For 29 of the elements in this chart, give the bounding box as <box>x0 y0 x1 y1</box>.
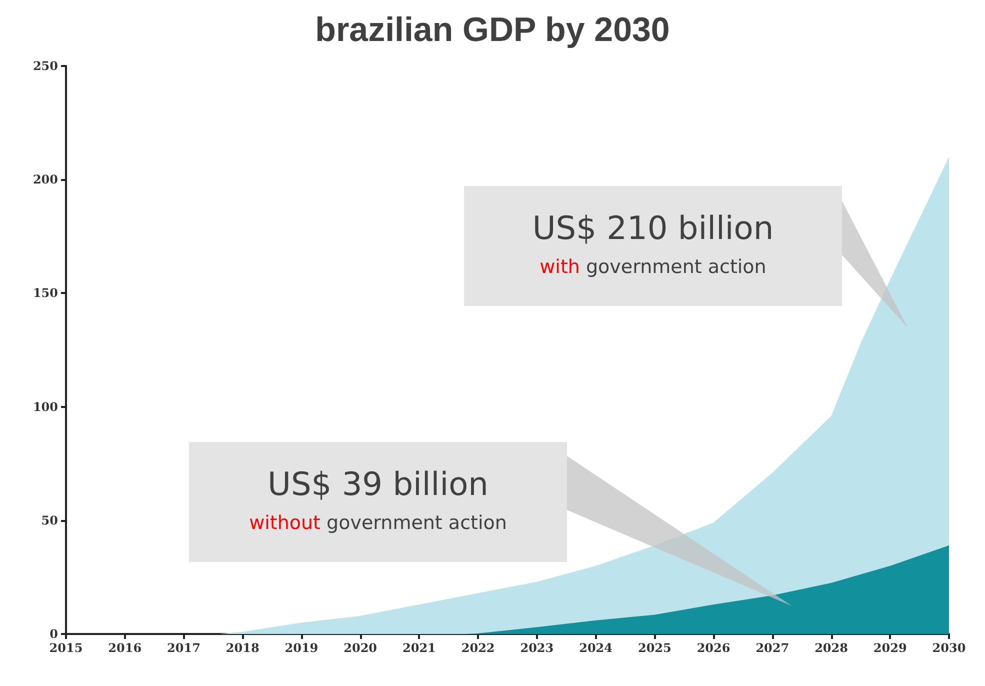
x-tick-label: 2018 <box>226 641 260 655</box>
x-tick-label: 2020 <box>344 641 378 655</box>
x-tick-label: 2025 <box>638 641 672 655</box>
x-tick-label: 2022 <box>461 641 495 655</box>
callout-box: US$ 39 billion without government action <box>189 442 567 562</box>
y-tick-label: 150 <box>32 286 58 300</box>
x-tick-label: 2029 <box>873 641 907 655</box>
x-tick-label: 2016 <box>108 641 142 655</box>
x-tick-label: 2028 <box>814 641 848 655</box>
x-tick-label: 2026 <box>696 641 730 655</box>
annotation: US$ 210 billion <box>531 208 775 248</box>
x-tick-label: 2024 <box>579 641 613 655</box>
annotation: US$ 39 billion <box>266 464 490 504</box>
y-tick-label: 100 <box>32 400 58 414</box>
y-tick-label: 0 <box>50 627 58 641</box>
y-tick-label: 50 <box>41 513 58 528</box>
callout-box: US$ 210 billion with government action <box>464 186 842 306</box>
x-tick-label: 2015 <box>49 641 83 655</box>
annotation: without government action <box>248 512 508 534</box>
y-tick-label: 200 <box>32 172 58 187</box>
x-tick-label: 2017 <box>167 641 200 655</box>
x-tick-label: 2023 <box>520 641 554 655</box>
x-tick-label: 2019 <box>284 641 318 655</box>
x-tick-label: 2030 <box>932 641 966 655</box>
x-tick-label: 2021 <box>402 641 436 655</box>
y-tick-label: 250 <box>32 59 58 73</box>
annotation: with government action <box>538 256 768 278</box>
x-tick-label: 2027 <box>756 641 790 655</box>
chart-title: brazilian GDP by 2030 <box>315 11 670 49</box>
